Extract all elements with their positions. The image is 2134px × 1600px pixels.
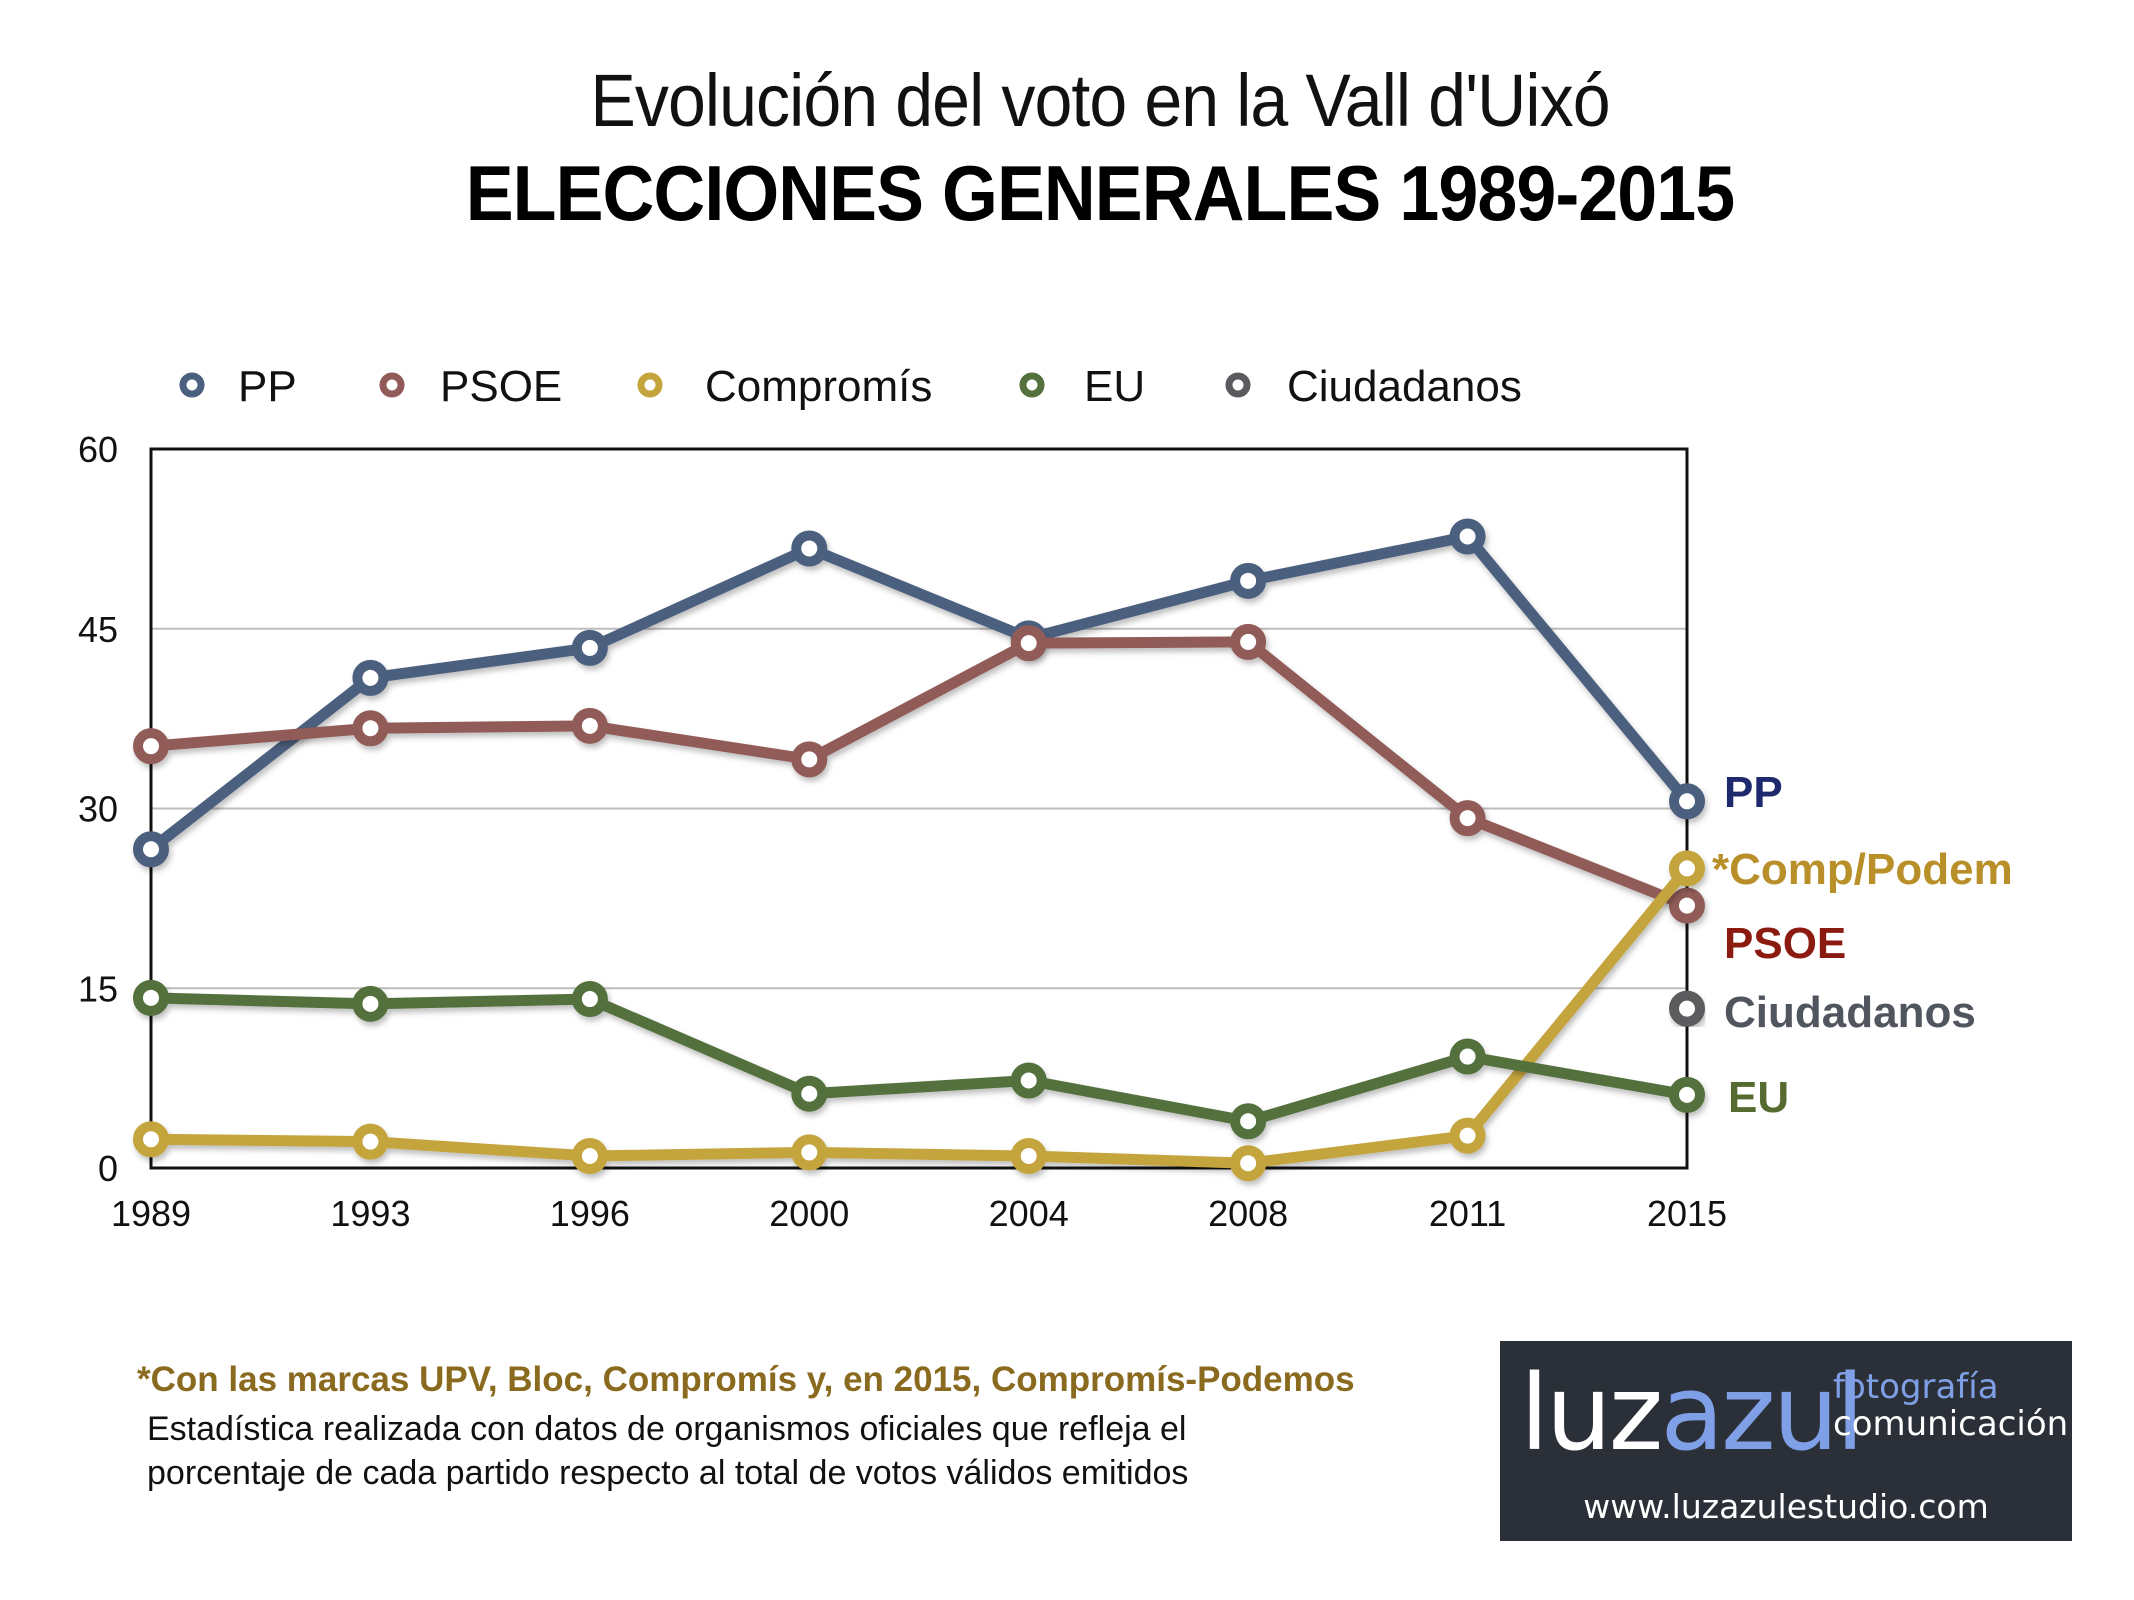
data-point [791, 1134, 828, 1171]
data-point [1669, 850, 1705, 887]
y-tick-label: 60 [78, 429, 118, 470]
y-tick-label: 30 [78, 789, 118, 830]
legend-item-psoe: PSOE [379, 362, 562, 411]
data-point [1010, 625, 1047, 662]
x-tick-label: 2011 [1429, 1193, 1506, 1234]
x-tick-label: 2000 [769, 1193, 849, 1234]
end-label-psoe: PSOE [1724, 919, 1846, 968]
data-point [571, 981, 608, 1018]
data-point [133, 728, 169, 765]
data-point [133, 1121, 169, 1158]
line-chart: 0 15 30 45 60 1989 1993 1996 2000 2004 2008 2011 201… [78, 362, 2013, 1234]
source-note: Estadística realizada con datos de organ… [147, 1407, 1447, 1495]
legend-item-compromís: Compromís [637, 362, 932, 411]
logo-tagline-line-1: fotografía [1833, 1367, 1999, 1407]
data-point [1230, 1145, 1267, 1182]
legend: PP PSOE Compromís EU Ciudadanos [179, 362, 1522, 411]
x-tick-label: 1989 [111, 1193, 191, 1234]
x-tick-label: 2015 [1647, 1193, 1727, 1234]
y-tick-label: 15 [78, 968, 118, 1009]
data-point [571, 707, 608, 744]
chart-title: Evolución del voto en la Vall d'Uixó [590, 59, 1610, 142]
logo-wordmark-azul: azul [1660, 1352, 1864, 1474]
data-point [1230, 1103, 1267, 1140]
data-point [1230, 623, 1267, 660]
source-note-line-2: porcentaje de cada partido respecto al t… [147, 1454, 1189, 1492]
series-eu [133, 979, 1705, 1140]
data-point [571, 629, 608, 666]
x-tick-label: 1993 [330, 1193, 410, 1234]
data-point [1449, 1038, 1486, 1075]
data-point [791, 741, 828, 778]
grid-lines [151, 627, 1687, 990]
legend-marker-icon [379, 372, 405, 398]
data-point [352, 985, 389, 1022]
x-tick-label: 2008 [1208, 1193, 1288, 1234]
legend-marker-icon [637, 372, 663, 398]
legend-label: PSOE [440, 362, 562, 411]
y-tick-label: 45 [78, 609, 118, 650]
x-tick-label: 2004 [989, 1193, 1069, 1234]
data-point [1669, 990, 1705, 1027]
series-line [145, 530, 1693, 855]
legend-item-ciudadanos: Ciudadanos [1225, 362, 1522, 411]
legend-item-eu: EU [1019, 362, 1145, 411]
legend-label: PP [238, 362, 297, 411]
end-label-ciudadanos: Ciudadanos [1724, 988, 1976, 1037]
series-pp [133, 518, 1705, 868]
end-label-pp: PP [1724, 768, 1783, 817]
logo-tagline: fotografía comunicación [1833, 1369, 2068, 1443]
end-label-eu: EU [1728, 1073, 1789, 1122]
series-line [145, 636, 1693, 912]
data-point [1449, 518, 1486, 555]
source-note-line-1: Estadística realizada con datos de organ… [147, 1410, 1187, 1448]
x-tick-label: 1996 [550, 1193, 630, 1234]
legend-label: EU [1084, 362, 1145, 411]
data-point [133, 831, 169, 868]
data-point [352, 659, 389, 696]
series-ciudadanos [1669, 990, 1705, 1027]
logo-wordmark: luzazul [1520, 1352, 1865, 1474]
logo-wordmark-luz: luz [1520, 1352, 1663, 1474]
data-point [1449, 800, 1486, 837]
legend-label: Compromís [705, 362, 932, 411]
logo-url: www.luzazulestudio.com [1583, 1487, 1989, 1526]
data-point [1010, 1138, 1047, 1175]
end-label-compromís: *Comp/Podem [1712, 845, 2013, 894]
data-point [791, 1075, 828, 1112]
series-line [145, 992, 1693, 1127]
legend-marker-icon [1225, 372, 1251, 398]
data-point [791, 530, 828, 567]
legend-label: Ciudadanos [1287, 362, 1522, 411]
series-line [145, 862, 1693, 1169]
data-point [1010, 1062, 1047, 1099]
data-point [1449, 1117, 1486, 1154]
legend-marker-icon [179, 372, 205, 398]
chart-subtitle: ELECCIONES GENERALES 1989-2015 [465, 149, 1735, 237]
series-compromís [133, 850, 1705, 1182]
logo-tagline-line-2: comunicación [1833, 1404, 2069, 1444]
data-point [1669, 1076, 1705, 1113]
footnote: *Con las marcas UPV, Bloc, Compromís y, … [137, 1360, 1355, 1399]
data-point [571, 1138, 608, 1175]
series-psoe [133, 623, 1705, 924]
data-point [1230, 562, 1267, 599]
series-lines [133, 518, 1705, 1182]
legend-marker-icon [1019, 372, 1045, 398]
end-labels: PP PSOE *Comp/Podem EU Ciudadanos [1712, 768, 2013, 1122]
data-point [352, 710, 389, 747]
data-point [1669, 783, 1705, 820]
legend-item-pp: PP [179, 362, 297, 411]
luzazul-logo: luzazul fotografía comunicación www.luza… [1500, 1341, 2072, 1541]
data-point [352, 1123, 389, 1160]
data-point [133, 979, 169, 1016]
data-point [1669, 887, 1705, 924]
y-tick-label: 0 [98, 1148, 118, 1189]
